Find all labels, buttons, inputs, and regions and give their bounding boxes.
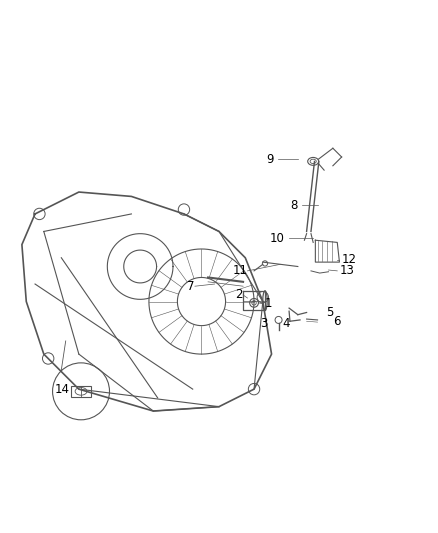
- Text: 2: 2: [236, 288, 243, 302]
- Text: 13: 13: [339, 264, 354, 277]
- Text: 5: 5: [326, 306, 334, 319]
- Text: 3: 3: [260, 317, 267, 330]
- Text: 9: 9: [266, 152, 274, 166]
- Text: 10: 10: [270, 231, 285, 245]
- Text: 8: 8: [290, 199, 298, 212]
- Text: 7: 7: [187, 280, 195, 293]
- Text: 12: 12: [342, 253, 357, 266]
- Text: 11: 11: [233, 264, 247, 277]
- Text: 1: 1: [265, 297, 272, 310]
- Text: 6: 6: [333, 315, 340, 328]
- Text: 14: 14: [55, 383, 70, 395]
- Text: 4: 4: [283, 317, 290, 330]
